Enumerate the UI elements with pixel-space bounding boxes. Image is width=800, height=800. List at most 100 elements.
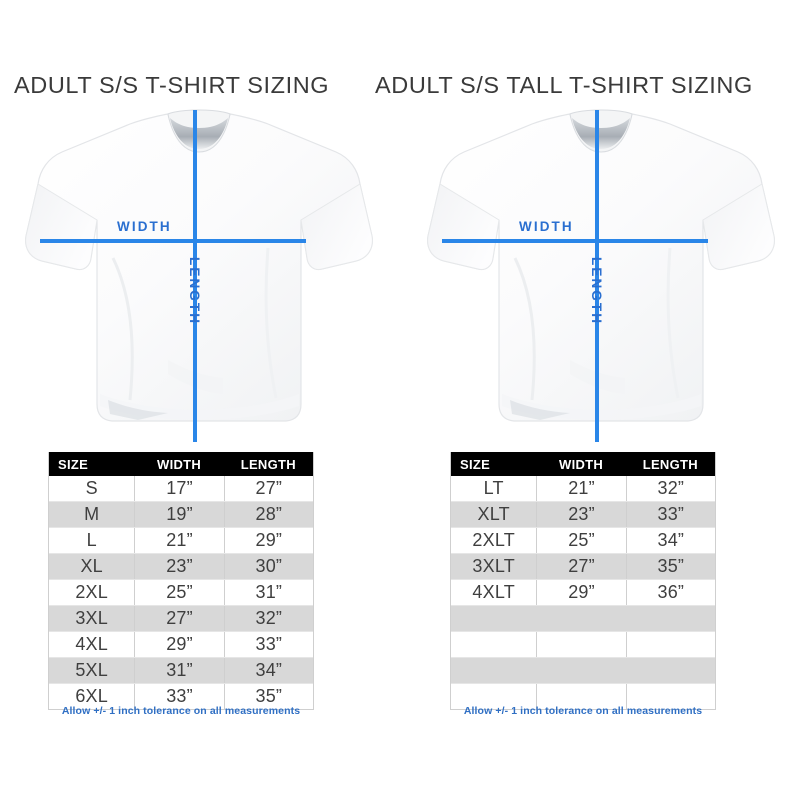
table-row: 6XL 33” 35” (49, 683, 313, 709)
cell-width (536, 632, 625, 657)
column-header-width: WIDTH (157, 456, 202, 472)
tshirt-left-sleeve (25, 183, 98, 270)
cell-width: 21” (536, 476, 625, 501)
table-row: LT 21” 32” (451, 476, 715, 501)
cell-size: 4XLT (472, 582, 515, 602)
cell-length: 35” (223, 684, 313, 709)
cell-size: M (84, 504, 100, 524)
cell-length: 31” (223, 580, 313, 605)
cell-width: 17” (134, 476, 223, 501)
table-header-row: SIZE WIDTH LENGTH (49, 452, 313, 476)
tshirt-neck-opening (572, 118, 630, 149)
cell-size: 6XL (75, 686, 108, 706)
tshirt-hem-fold (108, 400, 168, 420)
table-row-empty (451, 605, 715, 631)
cell-width (536, 658, 625, 683)
cell-width: 23” (536, 502, 625, 527)
cell-length (626, 606, 715, 631)
cell-length: 36” (625, 580, 715, 605)
tshirt-illustration-standard (18, 108, 378, 448)
tshirt-fabric-crease-b (111, 257, 134, 401)
table-row: 2XLT 25” 34” (451, 527, 715, 553)
cell-size: XL (80, 556, 103, 576)
column-header-width: WIDTH (559, 456, 604, 472)
cell-size: 3XL (75, 608, 108, 628)
table-row: 4XL 29” 33” (49, 631, 313, 657)
cell-length (625, 684, 715, 709)
column-header-length: LENGTH (240, 456, 296, 472)
cell-length: 33” (223, 632, 313, 657)
cell-width: 23” (134, 554, 223, 579)
column-header-size: SIZE (460, 456, 491, 472)
tolerance-note: Allow +/- 1 inch tolerance on all measur… (463, 705, 703, 717)
cell-length: 34” (223, 658, 313, 683)
titles-row: ADULT S/S T-SHIRT SIZING ADULT S/S TALL … (0, 72, 800, 108)
table-row: 2XL 25” 31” (49, 579, 313, 605)
table-row: L 21” 29” (49, 527, 313, 553)
cell-size (451, 658, 536, 683)
cell-length: 28” (223, 502, 313, 527)
tshirt-right-sleeve (702, 183, 775, 270)
column-header-size: SIZE (58, 456, 89, 472)
cell-size: XLT (477, 504, 510, 524)
cell-width: 31” (134, 658, 223, 683)
cell-width: 29” (134, 632, 223, 657)
cell-length: 34” (625, 528, 715, 553)
cell-width (536, 606, 625, 631)
tshirt-neck-opening (170, 118, 228, 149)
cell-size: 3XLT (472, 556, 515, 576)
panel-tall-sizing: WIDTH LENGTH SIZE WIDTH LENGTH LT 21” 32… (420, 108, 780, 728)
cell-length: 35” (625, 554, 715, 579)
cell-size: LT (483, 478, 504, 498)
cell-width: 25” (536, 528, 625, 553)
cell-size: 5XL (75, 660, 108, 680)
cell-length: 30” (223, 554, 313, 579)
size-table-standard: SIZE WIDTH LENGTH S 17” 27” M 19” 28” L … (48, 452, 314, 710)
cell-width: 19” (134, 502, 223, 527)
cell-size: 2XL (75, 582, 108, 602)
cell-length: 27” (223, 476, 313, 501)
cell-width: 29” (536, 580, 625, 605)
table-row: 3XLT 27” 35” (451, 553, 715, 579)
table-row-empty (451, 657, 715, 683)
tshirt-hem-fold (510, 400, 570, 420)
tshirt-fabric-crease-c (264, 247, 278, 399)
table-row: 5XL 31” 34” (49, 657, 313, 683)
cell-size: S (85, 478, 98, 498)
cell-width: 25” (134, 580, 223, 605)
cell-width (536, 684, 625, 709)
cell-length: 32” (223, 606, 313, 631)
tshirt-icon (25, 109, 373, 422)
tshirt-illustration-tall (420, 108, 780, 448)
column-header-length: LENGTH (642, 456, 698, 472)
table-row: XLT 23” 33” (451, 501, 715, 527)
cell-width: 33” (134, 684, 223, 709)
tshirt-right-sleeve (300, 183, 373, 270)
tshirt-fabric-crease-b (513, 257, 536, 401)
table-header-row: SIZE WIDTH LENGTH (451, 452, 715, 476)
cell-length (625, 632, 715, 657)
cell-length: 32” (625, 476, 715, 501)
table-row: 3XL 27” 32” (49, 605, 313, 631)
cell-length: 29” (223, 528, 313, 553)
table-row: M 19” 28” (49, 501, 313, 527)
cell-length: 33” (625, 502, 715, 527)
page-title-tall: ADULT S/S TALL T-SHIRT SIZING (375, 72, 753, 98)
cell-size (451, 632, 536, 657)
cell-size: 4XL (75, 634, 108, 654)
tshirt-icon (427, 109, 775, 422)
cell-size: 2XLT (472, 530, 515, 550)
cell-width: 27” (536, 554, 625, 579)
table-row: 4XLT 29” 36” (451, 579, 715, 605)
panel-standard-sizing: WIDTH LENGTH SIZE WIDTH LENGTH S 17” 27”… (18, 108, 378, 728)
tshirt-fabric-crease-c (666, 247, 680, 399)
tolerance-note: Allow +/- 1 inch tolerance on all measur… (61, 705, 301, 717)
cell-size: L (86, 530, 97, 550)
table-row-empty (451, 683, 715, 709)
size-table-tall: SIZE WIDTH LENGTH LT 21” 32” XLT 23” 33”… (450, 452, 716, 710)
page-title-standard: ADULT S/S T-SHIRT SIZING (14, 72, 330, 98)
cell-size (451, 606, 536, 631)
table-row: XL 23” 30” (49, 553, 313, 579)
table-row: S 17” 27” (49, 476, 313, 501)
